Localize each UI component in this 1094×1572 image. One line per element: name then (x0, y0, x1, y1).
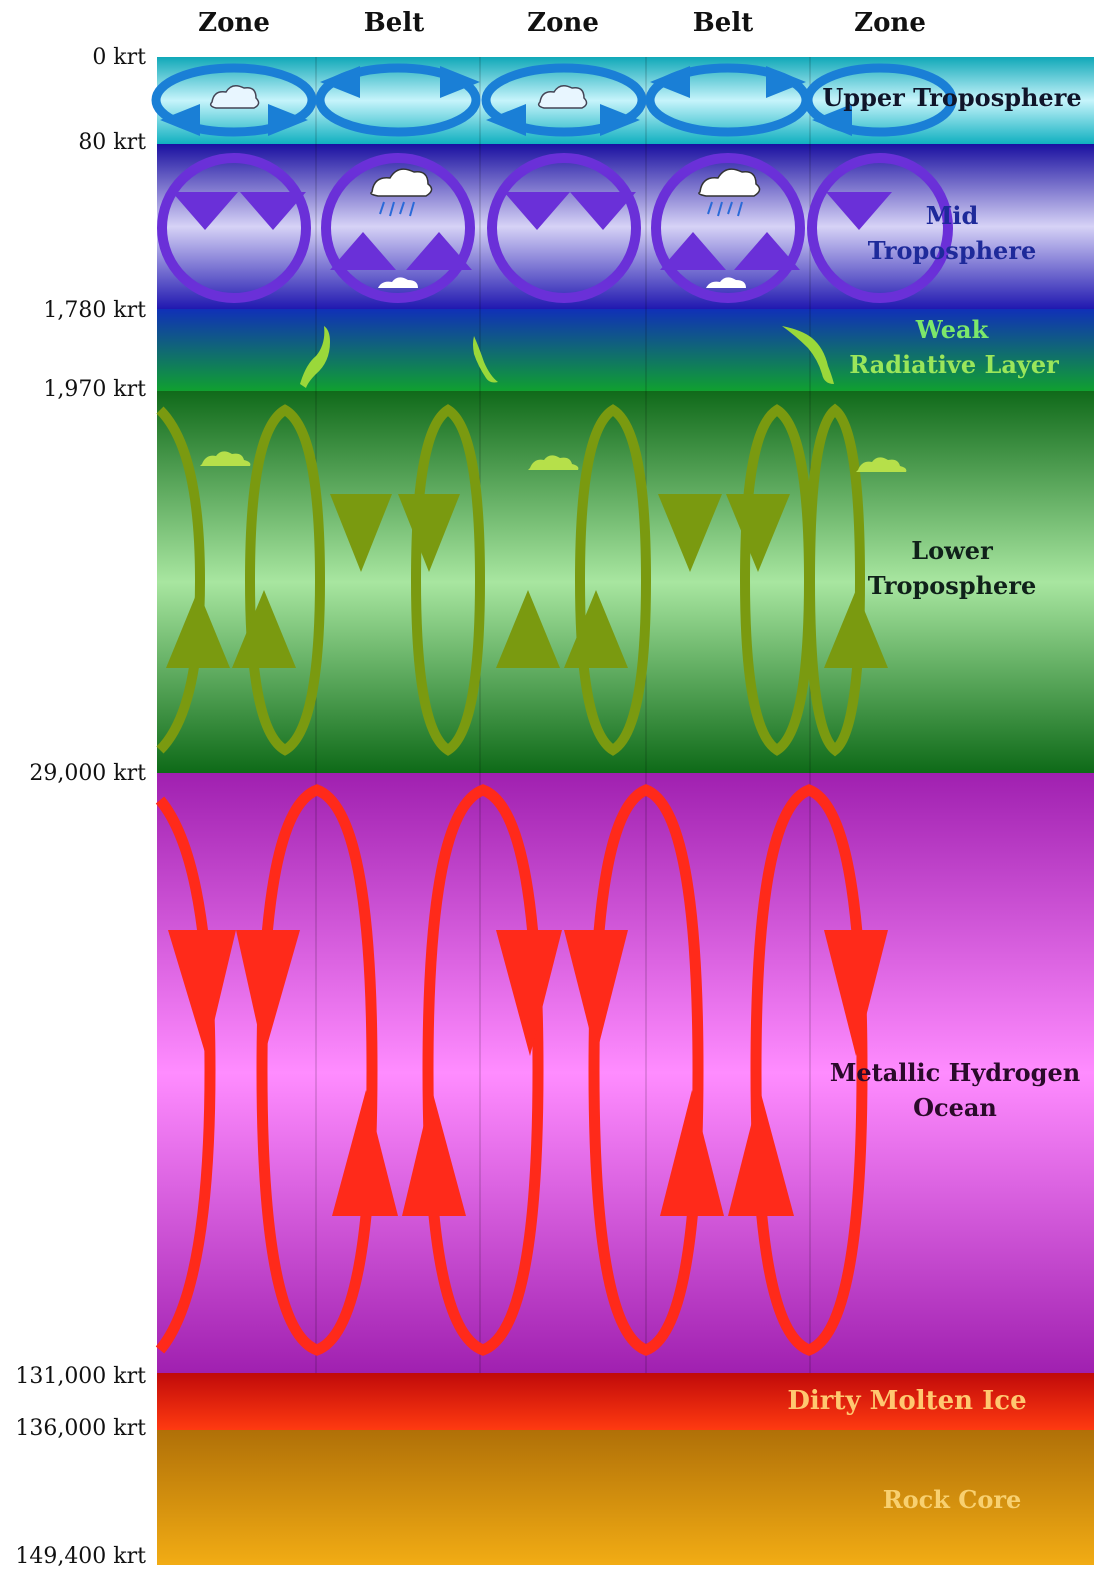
mid-troposphere-label-line1: Mid (925, 201, 979, 230)
radiative-layer-label-line1: Weak (915, 315, 989, 344)
depth-label: 136,000 krt (15, 1416, 146, 1441)
radiative-layer-band (157, 309, 1094, 391)
radiative-layer-label-line2: Radiative Layer (849, 350, 1059, 379)
rock-core-label: Rock Core (882, 1485, 1022, 1514)
column-header-zone-3: Zone (854, 8, 926, 38)
lower-circulation-arrows (166, 494, 888, 668)
lower-circulation-loops (156, 403, 866, 757)
upper-cloud-icons (209, 85, 588, 109)
depth-label: 1,780 krt (43, 298, 146, 323)
lower-troposphere-label-line2: Troposphere (867, 571, 1037, 600)
metallic-hydrogen-band (157, 773, 1094, 1373)
storm-cloud-icons (370, 168, 761, 288)
upper-circulation-arrows (160, 66, 852, 136)
depth-label: 0 krt (92, 45, 146, 70)
molten-ice-band (157, 1373, 1094, 1430)
mid-troposphere-band (157, 144, 1094, 309)
upper-circulation-loops (151, 63, 957, 137)
depth-label: 131,000 krt (15, 1364, 146, 1389)
upper-troposphere-label: Upper Troposphere (822, 83, 1082, 112)
depth-label: 29,000 krt (29, 761, 146, 786)
column-header-belt-2: Belt (692, 8, 754, 38)
mid-troposphere-label-line2: Troposphere (867, 236, 1037, 265)
lower-troposphere-label-line1: Lower (911, 536, 993, 565)
metallic-hydrogen-label-line1: Metallic Hydrogen (829, 1058, 1081, 1087)
mid-circulation-arrows (172, 192, 892, 270)
depth-label: 149,400 krt (15, 1544, 146, 1569)
mid-circulation-loops (157, 153, 953, 303)
depth-label: 80 krt (78, 130, 146, 155)
rock-core-band (157, 1430, 1094, 1565)
metallic-hydrogen-label-line2: Ocean (913, 1093, 997, 1122)
column-header-zone-2: Zone (527, 8, 599, 38)
radiative-plume-icons (300, 326, 834, 388)
depth-label: 1,970 krt (43, 377, 146, 402)
metallic-circulation-arrows (168, 930, 888, 1216)
column-header-belt-1: Belt (363, 8, 425, 38)
column-dividers (315, 57, 811, 1373)
lower-cloud-icons (200, 451, 907, 472)
metallic-circulation-loops (155, 784, 868, 1356)
column-header-zone-1: Zone (198, 8, 270, 38)
molten-ice-label: Dirty Molten Ice (787, 1386, 1027, 1416)
